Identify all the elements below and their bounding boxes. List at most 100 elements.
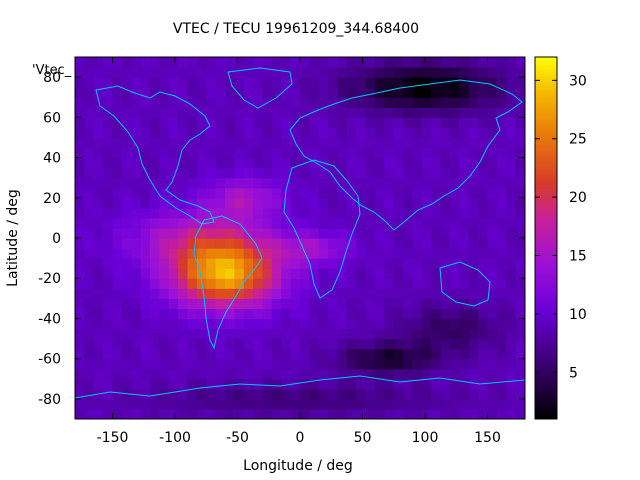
- heatmap-cell: [384, 338, 395, 350]
- heatmap-cell: [337, 227, 348, 239]
- heatmap-cell: [421, 238, 432, 249]
- heatmap-cell: [375, 288, 385, 299]
- heatmap-cell: [515, 238, 525, 249]
- heatmap-cell: [365, 278, 376, 289]
- heatmap-cell: [459, 107, 470, 118]
- heatmap-cell: [393, 258, 404, 269]
- heatmap-cell: [459, 318, 470, 330]
- heatmap-cell: [150, 187, 160, 199]
- heatmap-cell: [281, 57, 292, 68]
- heatmap-cell: [150, 388, 160, 400]
- heatmap-cell: [365, 388, 376, 400]
- heatmap-cell: [140, 77, 151, 88]
- heatmap-cell: [515, 358, 525, 370]
- heatmap-cell: [103, 258, 114, 269]
- heatmap-cell: [337, 328, 348, 340]
- heatmap-cell: [262, 348, 273, 360]
- heatmap-cell: [309, 87, 320, 98]
- heatmap-cell: [487, 87, 498, 98]
- heatmap-cell: [178, 107, 189, 118]
- heatmap-cell: [93, 187, 104, 199]
- heatmap-cell: [243, 318, 254, 330]
- heatmap-cell: [187, 177, 198, 189]
- heatmap-cell: [468, 97, 479, 108]
- y-tick-label: -20: [38, 271, 61, 287]
- heatmap-cell: [346, 358, 357, 370]
- heatmap-cell: [75, 238, 85, 249]
- heatmap-cell: [75, 157, 85, 169]
- heatmap-cell: [225, 227, 235, 239]
- heatmap-cell: [515, 318, 525, 330]
- heatmap-cell: [290, 147, 301, 159]
- heatmap-cell: [318, 87, 329, 98]
- heatmap-cell: [478, 187, 489, 199]
- heatmap-cell: [75, 97, 85, 108]
- heatmap-cell: [103, 398, 114, 410]
- heatmap-cell: [515, 378, 525, 390]
- heatmap-cell: [84, 77, 95, 88]
- heatmap-cell: [309, 288, 320, 299]
- heatmap-cell: [478, 338, 489, 350]
- heatmap-cell: [403, 258, 414, 269]
- heatmap-cell: [384, 278, 395, 289]
- heatmap-cell: [300, 328, 310, 340]
- heatmap-cell: [178, 187, 189, 199]
- heatmap-cell: [356, 398, 367, 410]
- heatmap-cell: [393, 127, 404, 139]
- heatmap-cell: [290, 167, 301, 179]
- heatmap-cell: [206, 87, 217, 98]
- heatmap-cell: [225, 328, 235, 340]
- heatmap-cell: [225, 238, 235, 249]
- heatmap-cell: [75, 368, 85, 380]
- heatmap-cell: [253, 298, 264, 309]
- heatmap-cell: [515, 147, 525, 159]
- heatmap-cell: [206, 77, 217, 88]
- heatmap-cell: [150, 67, 160, 78]
- heatmap-cell: [243, 147, 254, 159]
- heatmap-cell: [356, 107, 367, 118]
- heatmap-cell: [478, 137, 489, 149]
- heatmap-cell: [403, 238, 414, 249]
- heatmap-cell: [290, 408, 301, 419]
- heatmap-cell: [196, 67, 207, 78]
- heatmap-cell: [93, 288, 104, 299]
- heatmap-cell: [459, 77, 470, 88]
- heatmap-cell: [178, 318, 189, 330]
- heatmap-cell: [318, 217, 329, 229]
- heatmap-cell: [375, 248, 385, 259]
- heatmap-cell: [356, 77, 367, 88]
- heatmap-cell: [450, 147, 460, 159]
- heatmap-cell: [225, 117, 235, 128]
- heatmap-cell: [459, 147, 470, 159]
- heatmap-cell: [496, 77, 507, 88]
- heatmap-cell: [309, 207, 320, 219]
- heatmap-cell: [309, 177, 320, 189]
- heatmap-cell: [112, 127, 123, 139]
- heatmap-cell: [215, 338, 226, 350]
- heatmap-cell: [75, 288, 85, 299]
- heatmap-cell: [431, 67, 442, 78]
- heatmap-cell: [206, 398, 217, 410]
- heatmap-cell: [271, 388, 282, 400]
- heatmap-cell: [421, 328, 432, 340]
- heatmap-cell: [346, 67, 357, 78]
- heatmap-cell: [356, 67, 367, 78]
- heatmap-cell: [159, 308, 170, 320]
- heatmap-cell: [84, 167, 95, 179]
- heatmap-cell: [478, 197, 489, 209]
- heatmap-cell: [103, 388, 114, 400]
- heatmap-cell: [337, 318, 348, 330]
- heatmap-cell: [159, 157, 170, 169]
- heatmap-cell: [440, 227, 451, 239]
- heatmap-cell: [318, 238, 329, 249]
- heatmap-cell: [375, 117, 385, 128]
- heatmap-cell: [421, 348, 432, 360]
- heatmap-cell: [337, 348, 348, 360]
- heatmap-cell: [178, 167, 189, 179]
- heatmap-cell: [262, 398, 273, 410]
- heatmap-cell: [75, 408, 85, 419]
- heatmap-cell: [431, 408, 442, 419]
- heatmap-cell: [271, 127, 282, 139]
- heatmap-cell: [131, 318, 142, 330]
- heatmap-cell: [121, 177, 132, 189]
